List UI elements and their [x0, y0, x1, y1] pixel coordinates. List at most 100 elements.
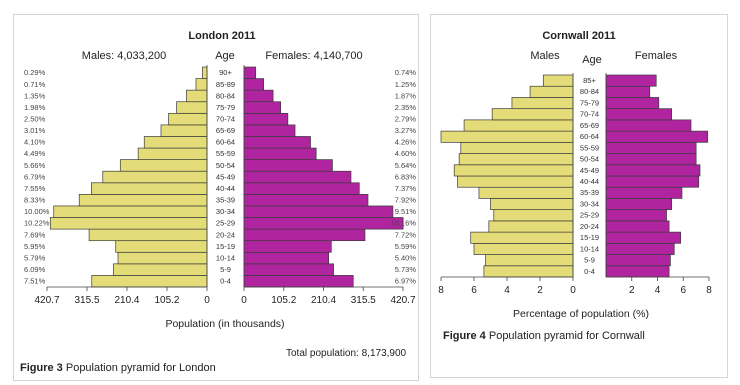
- london-male-percent-0-4: 7.51%: [24, 277, 46, 286]
- cornwall-age-tick-45-49: 45-49: [580, 166, 599, 175]
- london-male-percent-20-24: 7.69%: [24, 230, 46, 239]
- london-figure-panel: London 2011 Males: 4,033,200 Females: 4,14…: [13, 14, 419, 381]
- london-females-label: Females: 4,140,700: [265, 50, 362, 62]
- london-male-bar-50-54: [119, 159, 208, 172]
- london-male-percent-5-9: 6.09%: [24, 265, 46, 274]
- london-male-percent-90+: 0.29%: [24, 68, 46, 77]
- cornwall-age-tick-5-9: 5-9: [584, 256, 595, 265]
- london-female-bar-35-39: [243, 194, 369, 207]
- london-female-percent-40-44: 7.37%: [395, 184, 417, 193]
- london-age-tick-60-64: 60-64: [216, 138, 235, 147]
- london-male-percent-35-39: 8.33%: [24, 196, 46, 205]
- cornwall-age-tick-20-24: 20-24: [580, 222, 599, 231]
- london-age-tick-40-44: 40-44: [216, 184, 235, 193]
- london-female-percent-60-64: 4.26%: [395, 138, 417, 147]
- london-male-bar-20-24: [88, 228, 208, 242]
- london-female-bar-75-79: [243, 101, 282, 114]
- london-male-percent-55-59: 4.49%: [24, 149, 46, 158]
- london-figure-caption: Figure 3 Population pyramid for London: [20, 362, 216, 374]
- cornwall-male-bar-35-39: [478, 186, 574, 199]
- cornwall-age-tick-80-84: 80-84: [580, 87, 599, 96]
- london-female-bar-15-19: [243, 240, 332, 253]
- cornwall-age-tick-0-4: 0-4: [584, 267, 595, 276]
- london-female-bar-30-34: [243, 205, 394, 218]
- cornwall-female-bar-50-54: [605, 153, 697, 166]
- london-male-bar-30-34: [53, 205, 208, 218]
- cornwall-female-bar-40-44: [605, 175, 700, 188]
- cornwall-figure-number: Figure 4: [443, 330, 486, 342]
- cornwall-female-bar-5-9: [605, 254, 671, 267]
- cornwall-males-label: Males: [530, 50, 560, 62]
- london-female-percent-20-24: 7.72%: [395, 230, 417, 239]
- london-male-percent-25-29: 10.22%: [24, 219, 50, 228]
- london-male-bar-75-79: [176, 101, 208, 114]
- london-figure-caption-text: Population pyramid for London: [65, 362, 216, 374]
- cornwall-chart-title: Cornwall 2011: [542, 30, 615, 42]
- london-figure-number: Figure 3: [20, 362, 63, 374]
- london-female-percent-70-74: 2.79%: [395, 115, 417, 124]
- london-male-bar-0-4: [91, 275, 208, 288]
- london-male-percent-30-34: 10.00%: [24, 207, 50, 216]
- london-total-population: Total population: 8,173,900: [286, 348, 407, 359]
- london-female-percent-35-39: 7.92%: [395, 196, 417, 205]
- london-age-tick-80-84: 80-84: [216, 91, 235, 100]
- london-female-bar-65-69: [243, 124, 296, 137]
- london-age-tick-55-59: 55-59: [216, 149, 235, 158]
- london-male-bar-55-59: [137, 147, 208, 160]
- cornwall-age-tick-10-14: 10-14: [580, 244, 599, 253]
- london-x-tick-label-right-2: 210.4: [311, 295, 336, 306]
- cornwall-figure-caption: Figure 4 Population pyramid for Cornwall: [443, 330, 645, 342]
- london-female-percent-90+: 0.74%: [395, 68, 417, 77]
- london-age-tick-75-79: 75-79: [216, 103, 235, 112]
- cornwall-female-bar-10-14: [605, 242, 675, 255]
- cornwall-female-bar-55-59: [605, 141, 697, 154]
- london-age-tick-65-69: 65-69: [216, 126, 235, 135]
- cornwall-age-tick-40-44: 40-44: [580, 177, 599, 186]
- london-female-bar-85-89: [243, 78, 265, 91]
- cornwall-x-tick-label-right-0: 2: [629, 285, 635, 296]
- london-male-bar-85-89: [195, 78, 208, 91]
- cornwall-male-bar-65-69: [463, 119, 574, 132]
- london-male-bar-65-69: [160, 124, 208, 137]
- cornwall-female-bar-0-4: [605, 265, 670, 278]
- cornwall-pyramid-chart: Cornwall 2011 Males Females Age 0-4 5-9 10-14 1…: [438, 30, 712, 320]
- london-age-tick-50-54: 50-54: [216, 161, 235, 170]
- london-female-bar-25-29: [243, 217, 404, 230]
- london-male-percent-40-44: 7.55%: [24, 184, 46, 193]
- london-male-bar-45-49: [102, 170, 208, 184]
- london-age-tick-90+: 90+: [219, 68, 232, 77]
- cornwall-x-tick-label-left-2: 4: [504, 285, 510, 296]
- cornwall-x-tick-label-right-2: 6: [680, 285, 686, 296]
- london-x-tick-label-right-3: 315.5: [351, 295, 376, 306]
- london-female-bar-45-49: [243, 170, 352, 184]
- cornwall-age-tick-30-34: 30-34: [580, 199, 599, 208]
- cornwall-male-bar-0-4: [483, 265, 574, 278]
- london-female-percent-65-69: 3.27%: [395, 126, 417, 135]
- cornwall-female-bar-85+: [605, 74, 657, 87]
- london-female-bar-55-59: [243, 147, 317, 160]
- london-female-percent-5-9: 5.73%: [395, 265, 417, 274]
- london-male-bar-80-84: [186, 89, 208, 103]
- london-male-bar-5-9: [113, 263, 208, 276]
- cornwall-male-bar-40-44: [457, 175, 574, 188]
- london-x-tick-label-right-4: 420.7: [390, 295, 415, 306]
- london-age-tick-85-89: 85-89: [216, 80, 235, 89]
- cornwall-female-bar-15-19: [605, 231, 682, 244]
- cornwall-age-tick-25-29: 25-29: [580, 211, 599, 220]
- london-age-tick-35-39: 35-39: [216, 196, 235, 205]
- london-female-percent-15-19: 5.59%: [395, 242, 417, 251]
- cornwall-male-bar-15-19: [470, 231, 574, 244]
- london-x-tick-label-left-1: 315.5: [74, 295, 99, 306]
- london-female-percent-45-49: 6.83%: [395, 172, 417, 181]
- cornwall-female-bar-65-69: [605, 119, 692, 132]
- cornwall-male-bar-20-24: [488, 220, 574, 233]
- cornwall-age-tick-60-64: 60-64: [580, 132, 599, 141]
- cornwall-female-bar-60-64: [605, 130, 709, 143]
- cornwall-male-bar-25-29: [493, 209, 574, 222]
- cornwall-male-bar-55-59: [460, 141, 574, 154]
- london-female-percent-25-29: 10.16%: [391, 219, 417, 228]
- cornwall-female-bar-25-29: [605, 209, 667, 222]
- london-x-tick-label-left-4: 0: [204, 295, 210, 306]
- london-female-bar-90+: [243, 66, 257, 79]
